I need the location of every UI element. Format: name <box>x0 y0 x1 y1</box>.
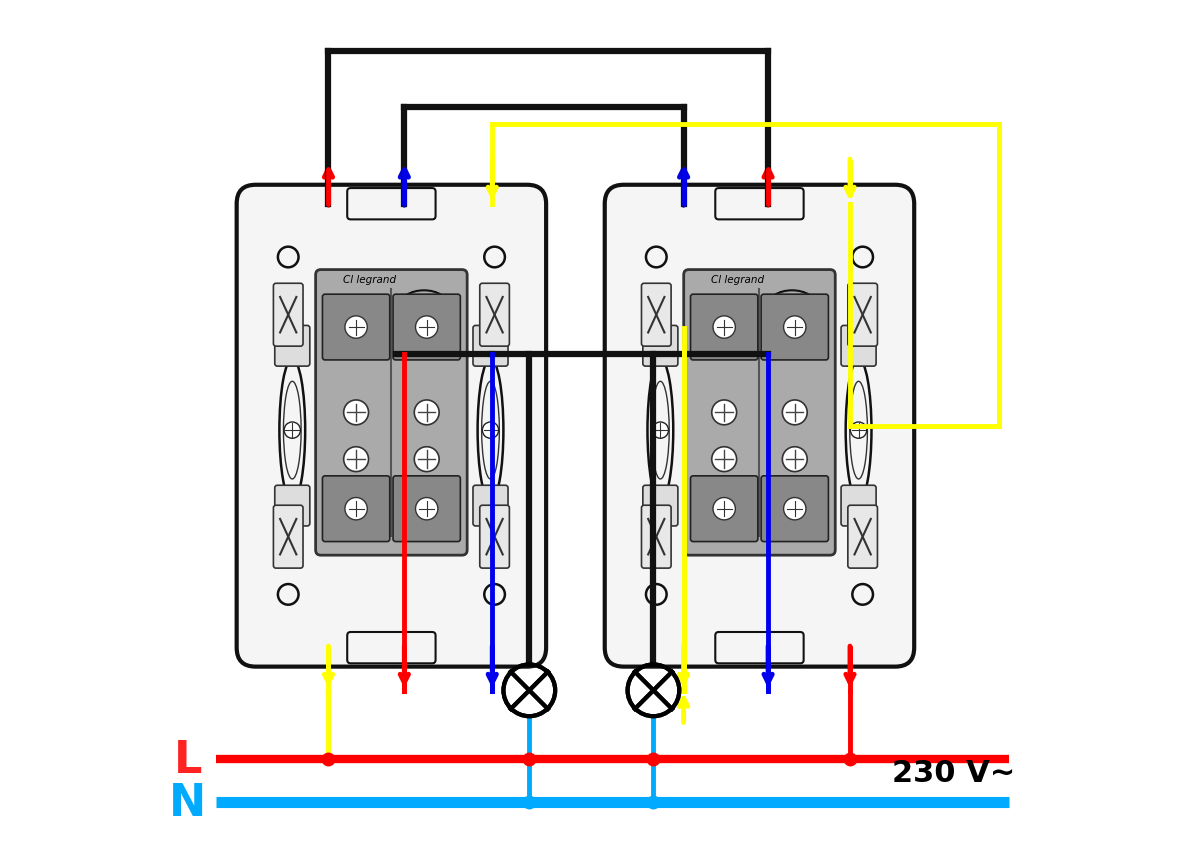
Text: L: L <box>174 738 202 781</box>
Circle shape <box>782 447 808 472</box>
FancyBboxPatch shape <box>761 476 828 542</box>
Circle shape <box>784 317 806 339</box>
FancyBboxPatch shape <box>274 284 304 347</box>
FancyBboxPatch shape <box>323 294 390 361</box>
Circle shape <box>284 423 300 439</box>
Text: Cl legrand: Cl legrand <box>712 275 764 285</box>
FancyBboxPatch shape <box>275 486 310 526</box>
Circle shape <box>415 317 438 339</box>
FancyBboxPatch shape <box>347 632 436 664</box>
FancyBboxPatch shape <box>480 505 509 568</box>
FancyBboxPatch shape <box>761 294 828 361</box>
FancyBboxPatch shape <box>848 284 877 347</box>
FancyBboxPatch shape <box>275 326 310 367</box>
Circle shape <box>344 317 367 339</box>
FancyBboxPatch shape <box>323 476 390 542</box>
Circle shape <box>344 498 367 520</box>
Circle shape <box>712 400 737 425</box>
FancyBboxPatch shape <box>841 486 876 526</box>
FancyBboxPatch shape <box>236 186 546 666</box>
Circle shape <box>851 423 866 439</box>
Circle shape <box>343 400 368 425</box>
FancyBboxPatch shape <box>715 189 804 220</box>
Circle shape <box>343 447 368 472</box>
Circle shape <box>713 317 736 339</box>
FancyBboxPatch shape <box>473 326 508 367</box>
FancyBboxPatch shape <box>347 189 436 220</box>
FancyBboxPatch shape <box>642 505 671 568</box>
FancyBboxPatch shape <box>473 486 508 526</box>
Circle shape <box>482 423 499 439</box>
Circle shape <box>415 498 438 520</box>
FancyBboxPatch shape <box>643 486 678 526</box>
Circle shape <box>653 423 668 439</box>
Circle shape <box>784 498 806 520</box>
Circle shape <box>414 447 439 472</box>
FancyBboxPatch shape <box>605 186 914 666</box>
Circle shape <box>782 400 808 425</box>
FancyBboxPatch shape <box>316 270 467 555</box>
FancyBboxPatch shape <box>848 505 877 568</box>
Circle shape <box>712 447 737 472</box>
FancyBboxPatch shape <box>690 476 758 542</box>
FancyBboxPatch shape <box>684 270 835 555</box>
Text: Cl legrand: Cl legrand <box>343 275 396 285</box>
FancyBboxPatch shape <box>715 632 804 664</box>
Circle shape <box>414 400 439 425</box>
FancyBboxPatch shape <box>274 505 304 568</box>
FancyBboxPatch shape <box>394 294 461 361</box>
FancyBboxPatch shape <box>690 294 758 361</box>
Circle shape <box>713 498 736 520</box>
FancyBboxPatch shape <box>643 326 678 367</box>
FancyBboxPatch shape <box>394 476 461 542</box>
Text: N: N <box>169 781 206 824</box>
FancyBboxPatch shape <box>642 284 671 347</box>
FancyBboxPatch shape <box>841 326 876 367</box>
Text: 230 V∼: 230 V∼ <box>892 758 1015 787</box>
FancyBboxPatch shape <box>480 284 509 347</box>
